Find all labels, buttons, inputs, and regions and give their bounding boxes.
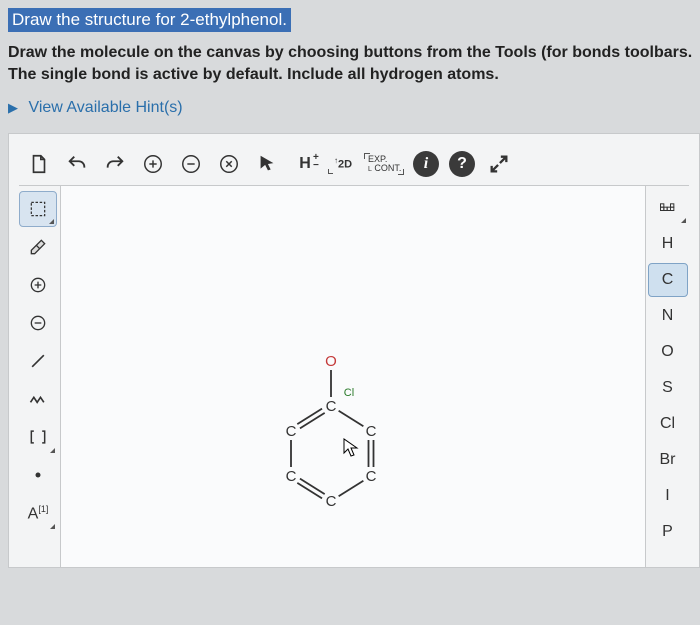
svg-text:C: C	[366, 468, 377, 485]
exp-cont-icon: EXP. L CONT.	[368, 155, 402, 173]
info-icon: i	[424, 155, 428, 173]
eraser-icon	[28, 237, 48, 257]
new-doc-button[interactable]	[21, 147, 57, 181]
molecule-drawing[interactable]: C C C C C C O Cl	[241, 346, 421, 566]
right-toolbar: H C N O S Cl Br I P	[645, 186, 689, 567]
pointer-button[interactable]	[249, 147, 285, 181]
hydrogen-toggle-button[interactable]: H+−	[287, 147, 323, 181]
delete-button[interactable]	[211, 147, 247, 181]
atom-label-icon: A[1]	[28, 504, 49, 523]
single-bond-tool[interactable]	[19, 343, 57, 379]
svg-text:Cl: Cl	[344, 387, 354, 399]
2d-button[interactable]: ↑2D	[325, 147, 361, 181]
help-icon: ?	[457, 155, 467, 173]
element-n-button[interactable]: N	[648, 299, 688, 333]
minus-circle-icon	[180, 153, 202, 175]
document-icon	[28, 153, 50, 175]
element-br-button[interactable]: Br	[648, 443, 688, 477]
redo-icon	[104, 153, 126, 175]
ring-bracket-icon	[28, 427, 48, 447]
dot-icon	[28, 465, 48, 485]
element-cl-button[interactable]: Cl	[648, 407, 688, 441]
instruction-text: Draw the molecule on the canvas by choos…	[8, 42, 700, 85]
svg-text:C: C	[326, 398, 337, 415]
molecule-editor: H+− ↑2D EXP. L CONT. i ?	[8, 133, 700, 568]
view-hints-link[interactable]: ▶ View Available Hint(s)	[8, 99, 700, 117]
chain-icon	[28, 389, 48, 409]
element-c-button[interactable]: C	[648, 263, 688, 297]
expand-contract-button[interactable]: EXP. L CONT.	[363, 147, 407, 181]
zoom-out-button[interactable]	[173, 147, 209, 181]
radical-tool[interactable]	[19, 457, 57, 493]
h-toggle-icon: H+−	[299, 155, 311, 173]
plus-circle-icon	[142, 153, 164, 175]
ring-tool[interactable]	[19, 419, 57, 455]
top-toolbar: H+− ↑2D EXP. L CONT. i ?	[19, 146, 689, 186]
help-button[interactable]: ?	[449, 151, 475, 177]
svg-text:C: C	[286, 468, 297, 485]
chevron-right-icon: ▶	[8, 100, 18, 116]
pointer-icon	[256, 153, 278, 175]
info-button[interactable]: i	[413, 151, 439, 177]
question-title: Draw the structure for 2-ethylphenol.	[8, 8, 291, 32]
zoom-in-button[interactable]	[135, 147, 171, 181]
chain-tool[interactable]	[19, 381, 57, 417]
periodic-table-button[interactable]	[648, 191, 688, 225]
svg-text:O: O	[325, 353, 337, 370]
charge-minus-tool[interactable]	[19, 305, 57, 341]
drawing-canvas[interactable]: C C C C C C O Cl	[61, 186, 645, 567]
minus-charge-icon	[28, 313, 48, 333]
undo-button[interactable]	[59, 147, 95, 181]
marquee-tool[interactable]	[19, 191, 57, 227]
bond-icon	[28, 351, 48, 371]
atom-label-tool[interactable]: A[1]	[19, 495, 57, 531]
fullscreen-button[interactable]	[481, 147, 517, 181]
marquee-icon	[28, 199, 48, 219]
element-h-button[interactable]: H	[648, 227, 688, 261]
svg-text:C: C	[286, 423, 297, 440]
svg-text:C: C	[366, 423, 377, 440]
svg-text:C: C	[326, 493, 337, 510]
element-p-button[interactable]: P	[648, 515, 688, 549]
hints-label: View Available Hint(s)	[28, 99, 182, 116]
plus-charge-icon	[28, 275, 48, 295]
undo-icon	[66, 153, 88, 175]
redo-button[interactable]	[97, 147, 133, 181]
element-o-button[interactable]: O	[648, 335, 688, 369]
eraser-tool[interactable]	[19, 229, 57, 265]
grid-icon	[658, 198, 678, 218]
element-i-button[interactable]: I	[648, 479, 688, 513]
element-s-button[interactable]: S	[648, 371, 688, 405]
x-circle-icon	[218, 153, 240, 175]
expand-icon	[488, 153, 510, 175]
2d-icon: ↑2D	[334, 156, 352, 171]
charge-plus-tool[interactable]	[19, 267, 57, 303]
left-toolbar: A[1]	[19, 186, 61, 567]
